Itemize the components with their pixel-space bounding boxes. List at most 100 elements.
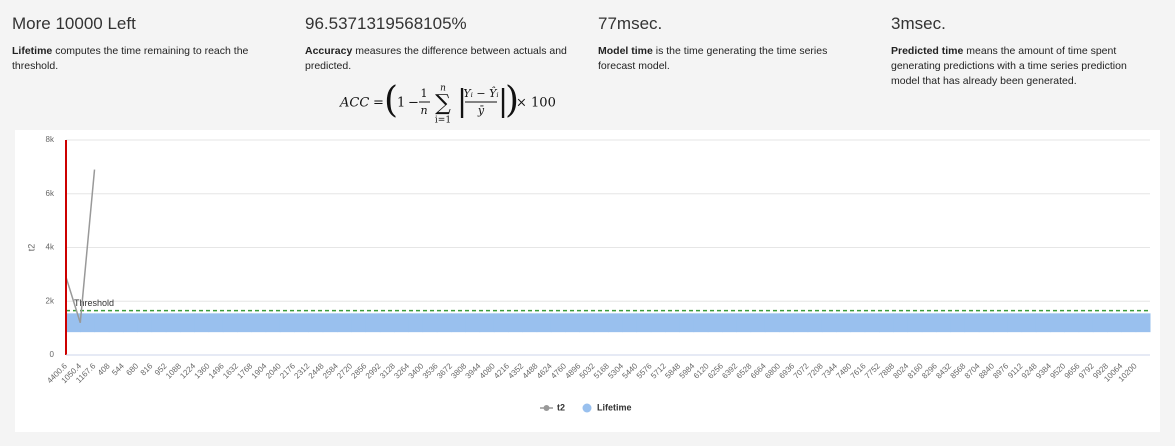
- lifetime-range: [1007, 313, 1023, 333]
- formula-token: =: [373, 96, 384, 111]
- formula-token: −: [408, 96, 419, 111]
- x-tick-label: 7480: [834, 361, 853, 380]
- stat-desc: Predicted time means the amount of time …: [891, 44, 1156, 89]
- formula-token: ACC: [339, 96, 369, 111]
- x-tick-label: 4760: [549, 361, 568, 380]
- lifetime-range: [622, 313, 638, 333]
- x-tick-label: 6256: [706, 361, 725, 380]
- x-tick-label: 10064: [1102, 361, 1124, 383]
- lifetime-range: [665, 313, 680, 333]
- formula-token: |: [457, 84, 467, 119]
- x-tick-label: 8704: [963, 361, 982, 380]
- lifetime-range: [137, 313, 153, 333]
- x-tick-label: 8568: [949, 361, 968, 380]
- t2-line: [65, 169, 96, 323]
- formula-token: 1: [421, 87, 428, 100]
- threshold-label: Threshold: [74, 298, 114, 308]
- lifetime-range: [365, 313, 381, 333]
- x-tick-label: 7208: [806, 361, 825, 380]
- x-tick-label: 4216: [492, 361, 511, 380]
- lifetime-range: [80, 313, 96, 333]
- lifetime-range: [451, 313, 466, 333]
- lifetime-range: [722, 313, 737, 333]
- legend-label: Lifetime: [597, 402, 632, 412]
- lifetime-range: [1107, 313, 1122, 333]
- x-tick-label: 5168: [592, 361, 611, 380]
- lifetime-range: [1135, 313, 1151, 333]
- lifetime-range: [593, 313, 609, 333]
- lifetime-range: [736, 313, 752, 333]
- lifetime-range: [351, 313, 367, 333]
- x-tick-label: 9520: [1048, 361, 1067, 380]
- lifetime-range: [964, 313, 980, 333]
- stat-lead: Model time: [598, 45, 653, 57]
- lifetime-range: [850, 313, 866, 333]
- x-tick-label: 4080: [478, 361, 497, 380]
- x-tick-label: 6528: [735, 361, 754, 380]
- lifetime-range: [950, 313, 966, 333]
- x-tick-label: 1050.4: [60, 361, 84, 385]
- lifetime-range: [764, 313, 780, 333]
- y-tick-label: 4k: [46, 243, 55, 252]
- x-tick-label: 8840: [977, 361, 996, 380]
- x-tick-label: 5304: [606, 361, 625, 380]
- x-tick-label: 2448: [307, 361, 326, 380]
- x-tick-label: 7072: [792, 361, 811, 380]
- lifetime-range: [479, 313, 495, 333]
- formula-token: Yᵢ − Ŷᵢ: [463, 86, 498, 100]
- lifetime-range: [536, 313, 552, 333]
- x-tick-label: 4624: [535, 361, 554, 380]
- lifetime-range: [579, 313, 595, 333]
- x-tick-label: 408: [96, 361, 112, 377]
- x-tick-label: 9248: [1020, 361, 1039, 380]
- stat-title: More 10000 Left: [12, 14, 136, 33]
- lifetime-range: [1035, 313, 1051, 333]
- x-tick-label: 10200: [1117, 361, 1139, 383]
- lifetime-range: [322, 313, 338, 333]
- lifetime-range: [408, 313, 424, 333]
- stat: 77msec. Model time is the time generating…: [598, 14, 863, 74]
- stat-lead: Lifetime: [12, 45, 53, 57]
- lifetime-range: [508, 313, 523, 333]
- x-tick-label: 7616: [849, 361, 868, 380]
- x-tick-label: 5576: [635, 361, 654, 380]
- lifetime-range: [679, 313, 695, 333]
- x-tick-label: 2856: [349, 361, 368, 380]
- lifetime-range: [237, 313, 252, 333]
- formula-token: × 100: [516, 96, 556, 111]
- stat: 96.5371319568105% Accuracy measures the d…: [305, 14, 570, 74]
- lifetime-range: [921, 313, 937, 333]
- x-tick-label: 8160: [906, 361, 925, 380]
- x-tick-label: 8976: [991, 361, 1010, 380]
- lifetime-range: [108, 313, 124, 333]
- x-tick-label: 2584: [321, 361, 340, 380]
- lifetime-range: [893, 313, 909, 333]
- stat-lead: Predicted time: [891, 45, 964, 57]
- x-tick-label: 1224: [178, 361, 197, 380]
- lifetime-range: [565, 313, 580, 333]
- x-tick-label: 7344: [820, 361, 839, 380]
- x-tick-label: 1632: [221, 361, 240, 380]
- lifetime-range: [807, 313, 823, 333]
- x-tick-label: 6392: [720, 361, 739, 380]
- x-tick-label: 4352: [506, 361, 525, 380]
- y-tick-label: 0: [50, 350, 55, 359]
- lifetime-range: [879, 313, 894, 333]
- x-tick-label: 6936: [777, 361, 796, 380]
- stat-desc: Model time is the time generating the ti…: [598, 44, 863, 74]
- lifetime-range: [550, 313, 566, 333]
- x-tick-label: 1167.6: [74, 361, 98, 385]
- lifetime-range: [636, 313, 652, 333]
- stat-lead: Accuracy: [305, 45, 353, 57]
- lifetime-range: [864, 313, 880, 333]
- lifetime-range: [936, 313, 951, 333]
- lifetime-range: [465, 313, 481, 333]
- lifetime-range: [251, 313, 267, 333]
- x-tick-label: 2040: [264, 361, 283, 380]
- x-tick-label: 5984: [678, 361, 697, 380]
- legend-label: t2: [557, 402, 565, 412]
- lifetime-range: [907, 313, 923, 333]
- x-tick-label: 3944: [464, 361, 483, 380]
- x-tick-label: 9112: [1006, 361, 1025, 380]
